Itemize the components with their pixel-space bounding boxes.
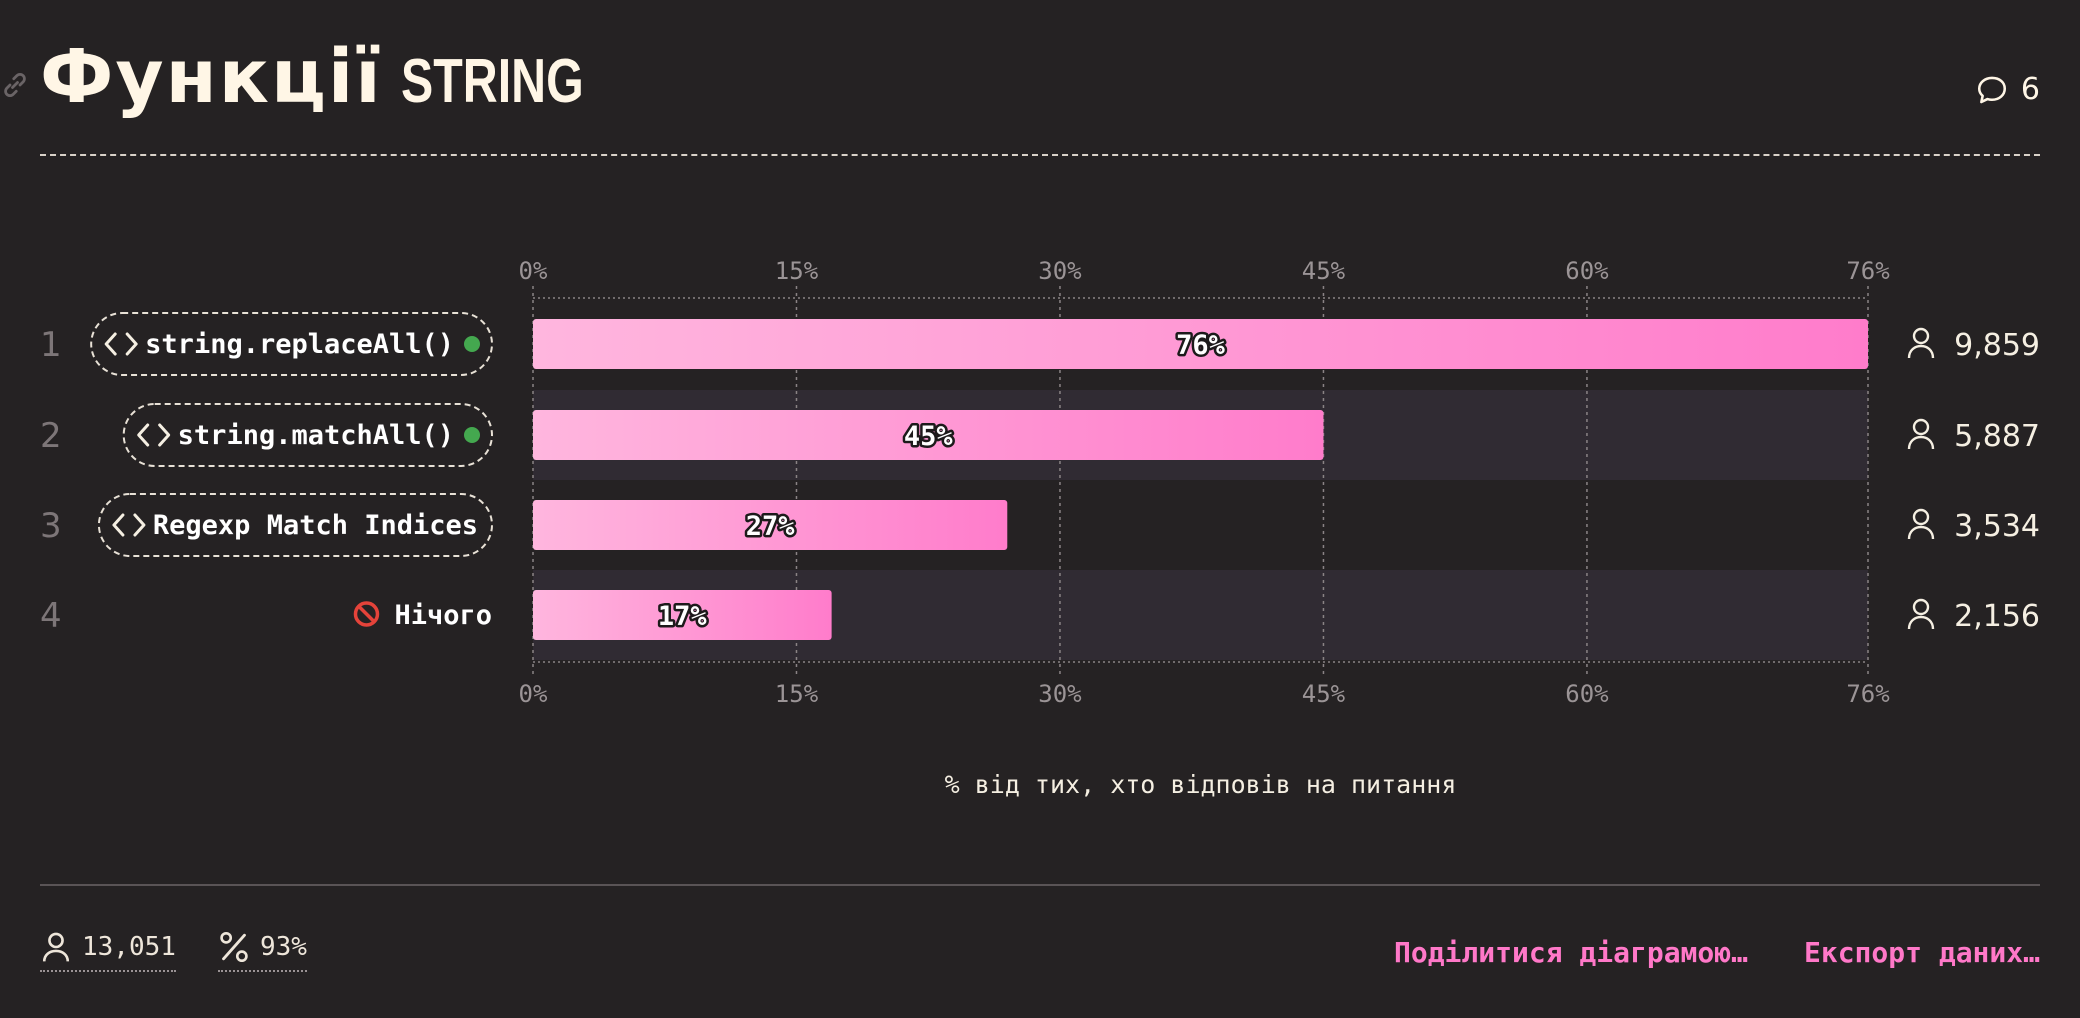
respondents-count: 13,051 <box>82 932 176 962</box>
user-icon-body <box>1907 435 1935 450</box>
no-entry-icon-slash <box>357 605 376 623</box>
link-icon[interactable] <box>0 70 30 100</box>
share-chart-link[interactable]: Поділитися діаграмою… <box>1393 936 1748 969</box>
no-entry-icon <box>353 601 380 627</box>
x-tick-label-bottom: 76% <box>1846 680 1890 708</box>
title-sub: STRING <box>400 47 584 116</box>
bar <box>533 410 1324 460</box>
x-tick-label-top: 60% <box>1565 257 1609 285</box>
bar-value-label: 45% <box>904 421 954 452</box>
export-data-link[interactable]: Експорт даних… <box>1803 936 2040 969</box>
page-title: Функції STRING <box>40 40 635 114</box>
bar <box>533 590 832 640</box>
respondent-count: 3,534 <box>1954 509 2040 544</box>
rank-number: 1 <box>40 325 62 365</box>
respondent-count: 9,859 <box>1954 328 2040 363</box>
user-icon-body <box>1907 344 1935 359</box>
footer-divider <box>40 884 2040 886</box>
bar-value-label: 76% <box>1176 330 1226 361</box>
x-tick-label-bottom: 15% <box>775 680 819 708</box>
comment-count: 6 <box>2020 72 2040 107</box>
percent-value: 93% <box>260 932 307 962</box>
x-tick-label-top: 0% <box>519 257 548 285</box>
none-option-label: Нічого <box>394 600 492 631</box>
user-icon-body <box>1907 525 1935 540</box>
x-tick-label-bottom: 45% <box>1302 680 1346 708</box>
respondent-count: 2,156 <box>1954 599 2040 634</box>
x-axis-label: % від тих, хто відповів на питання <box>945 770 1457 799</box>
x-tick-label-top: 76% <box>1846 257 1890 285</box>
rank-number: 2 <box>40 416 62 456</box>
comment-icon <box>1977 76 2006 103</box>
comments-button[interactable]: 6 <box>1975 72 2040 107</box>
percent-icon <box>220 931 248 963</box>
feature-pill <box>90 312 493 376</box>
x-tick-label-top: 45% <box>1302 257 1346 285</box>
code-icon <box>112 513 146 537</box>
title-main: Функції <box>40 34 383 120</box>
code-icon <box>104 332 138 356</box>
new-badge-dot <box>464 427 480 443</box>
new-badge-dot <box>464 336 480 352</box>
user-icon-head <box>1912 418 1930 436</box>
feature-label: string.matchAll() <box>178 420 454 451</box>
user-icon-head <box>1912 327 1930 345</box>
feature-label: string.replaceAll() <box>145 329 454 360</box>
feature-pill <box>122 403 493 467</box>
response-percentage[interactable]: 93% <box>218 930 307 972</box>
rank-number: 4 <box>40 596 62 636</box>
user-icon-head <box>1912 598 1930 616</box>
code-icon <box>137 423 171 447</box>
total-respondents[interactable]: 13,051 <box>40 930 176 972</box>
rank-number: 3 <box>40 506 62 546</box>
user-icon-head <box>1912 508 1930 526</box>
chart-header: Функції STRING 6 <box>4 28 2040 156</box>
feature-label: Regexp Match Indices <box>153 510 478 541</box>
x-tick-label-bottom: 30% <box>1038 680 1082 708</box>
x-tick-label-top: 30% <box>1038 257 1082 285</box>
feature-pill <box>97 493 493 557</box>
user-icon-body <box>1907 615 1935 630</box>
respondent-count: 5,887 <box>1954 419 2040 454</box>
user-icon <box>42 932 70 962</box>
x-tick-label-top: 15% <box>775 257 819 285</box>
bar-value-label: 27% <box>746 511 796 542</box>
bar <box>533 319 1868 369</box>
bar-value-label: 17% <box>658 601 708 632</box>
bar <box>533 500 1008 550</box>
x-tick-label-bottom: 60% <box>1565 680 1609 708</box>
x-tick-label-bottom: 0% <box>519 680 548 708</box>
